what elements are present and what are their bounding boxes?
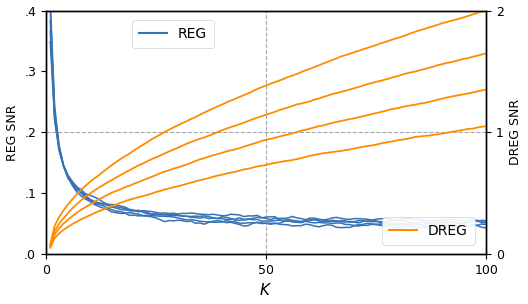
Y-axis label: REG SNR: REG SNR xyxy=(6,104,18,161)
Legend: DREG: DREG xyxy=(382,217,475,245)
Legend: REG: REG xyxy=(132,20,214,48)
Y-axis label: DREG SNR: DREG SNR xyxy=(510,99,522,165)
X-axis label: $K$: $K$ xyxy=(259,282,272,299)
